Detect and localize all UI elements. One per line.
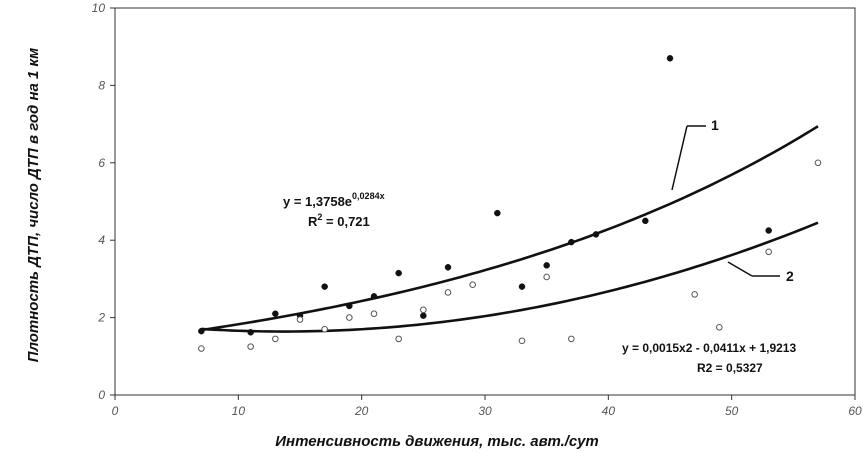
equation-1-exponent: 0,0284x — [352, 191, 385, 201]
trendline-2 — [201, 221, 819, 333]
data-point-open — [814, 159, 822, 167]
data-point-open — [395, 335, 402, 343]
x-tick-label: 10 — [232, 404, 246, 418]
data-point-open — [518, 337, 526, 345]
data-point-filled — [198, 327, 205, 335]
data-points — [198, 55, 822, 352]
data-point-filled — [592, 231, 600, 238]
data-point-open — [543, 273, 550, 281]
x-tick-label: 0 — [112, 404, 119, 418]
data-point-filled — [444, 264, 452, 271]
r-squared-1-sup: 2 — [317, 212, 322, 222]
data-point-filled — [666, 55, 674, 62]
data-point-open — [346, 314, 353, 321]
x-tick-label: 30 — [478, 404, 492, 418]
leader-line-2 — [727, 261, 753, 277]
data-point-filled — [420, 312, 427, 319]
data-point-open — [198, 345, 205, 352]
x-tick-label: 20 — [354, 404, 369, 418]
y-tick-label: 8 — [98, 78, 105, 92]
x-tick-label: 60 — [848, 404, 862, 418]
y-tick-label: 2 — [97, 311, 105, 325]
data-point-open — [765, 248, 772, 256]
plot-frame — [114, 7, 856, 396]
y-tick-label: 0 — [98, 388, 105, 402]
trendlines — [201, 125, 819, 333]
r-squared-2: R2 = 0,5327 — [697, 361, 763, 375]
y-tick-label: 4 — [98, 233, 105, 247]
data-point-open — [568, 335, 575, 343]
x-axis-ticks: 0 10 20 30 40 50 60 — [112, 395, 862, 418]
r-squared-1: R2 = 0,721 — [308, 212, 370, 229]
r-squared-1-prefix: R — [308, 214, 318, 229]
data-point-filled — [247, 329, 254, 336]
data-point-open — [272, 335, 279, 343]
y-axis-title: Плотность ДТП, число ДТП в год на 1 км — [25, 48, 42, 362]
leader-line-1 — [671, 125, 688, 191]
data-point-open — [716, 323, 723, 331]
data-point-filled — [518, 283, 526, 290]
data-point-filled — [642, 217, 649, 225]
data-point-open — [420, 306, 427, 314]
data-point-open — [469, 281, 476, 289]
data-point-filled — [568, 238, 575, 246]
x-axis-title: Интенсивность движения, тыс. авт./сут — [275, 433, 599, 450]
trendline-label-2: 2 — [786, 268, 794, 284]
equation-1: y = 1,3758e0,0284x — [283, 191, 385, 209]
x-tick-label: 50 — [725, 404, 739, 418]
data-point-open — [444, 289, 452, 296]
data-point-filled — [494, 209, 501, 217]
equation-1-main: y = 1,3758e — [283, 194, 352, 209]
data-point-filled — [370, 293, 378, 300]
data-point-filled — [543, 262, 550, 269]
data-point-filled — [395, 269, 402, 277]
data-point-filled — [321, 283, 328, 290]
x-tick-label: 40 — [602, 404, 616, 418]
trendline-label-1: 1 — [711, 117, 719, 133]
data-point-open — [247, 343, 254, 350]
equation-2: y = 0,0015x2 - 0,0411x + 1,9213 — [622, 341, 796, 355]
y-tick-label: 10 — [92, 1, 106, 15]
data-point-filled — [765, 227, 772, 234]
data-point-open — [296, 316, 304, 323]
y-axis-ticks: 0 2 4 6 8 10 — [92, 1, 115, 402]
y-tick-label: 6 — [98, 156, 105, 170]
plot-area-border — [114, 7, 856, 396]
data-point-open — [691, 291, 698, 298]
data-point-filled — [346, 302, 353, 310]
r-squared-1-value: = 0,721 — [322, 214, 369, 229]
trendline-1 — [201, 125, 819, 332]
data-point-filled — [272, 310, 279, 317]
data-point-open — [321, 325, 328, 333]
data-point-open — [370, 310, 378, 318]
